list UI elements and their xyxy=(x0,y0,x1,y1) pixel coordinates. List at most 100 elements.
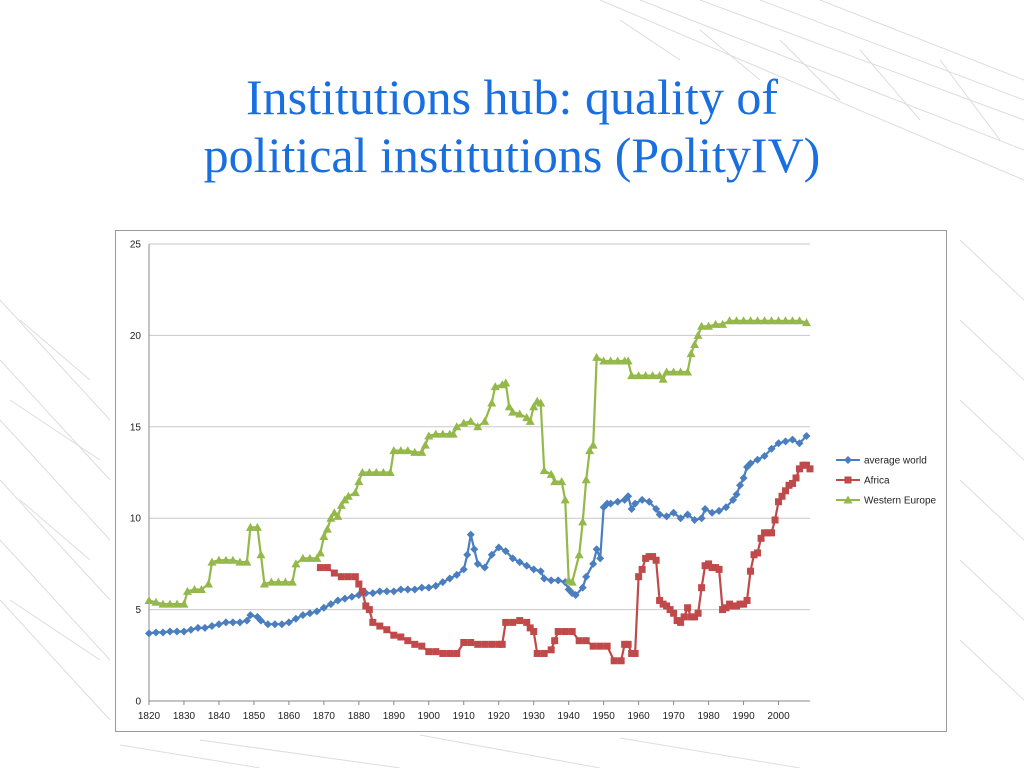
data-point-average-world xyxy=(214,620,223,629)
data-point-africa xyxy=(778,492,786,500)
data-point-average-world xyxy=(431,581,440,590)
data-point-western-europe xyxy=(613,356,623,365)
data-point-africa xyxy=(523,618,531,626)
data-point-average-world xyxy=(631,499,640,508)
data-point-western-europe xyxy=(242,557,252,566)
data-point-africa xyxy=(554,628,562,636)
data-point-africa xyxy=(474,640,482,648)
data-point-africa xyxy=(561,628,569,636)
data-point-average-world xyxy=(277,620,286,629)
data-point-western-europe xyxy=(795,316,805,325)
data-point-average-world xyxy=(221,618,230,627)
data-point-average-world xyxy=(445,574,454,583)
data-point-average-world xyxy=(228,618,237,627)
data-point-africa xyxy=(453,649,461,657)
data-point-average-world xyxy=(606,499,615,508)
data-point-africa xyxy=(691,613,699,621)
data-point-average-world xyxy=(256,616,265,625)
data-point-western-europe xyxy=(273,577,283,586)
data-point-average-world xyxy=(701,505,710,514)
data-point-western-europe xyxy=(581,475,591,484)
data-point-africa xyxy=(460,639,468,647)
data-point-average-world xyxy=(536,567,545,576)
data-point-western-europe xyxy=(182,586,192,595)
data-point-africa xyxy=(582,637,590,645)
x-tick-label: 1930 xyxy=(523,711,546,722)
data-point-average-world xyxy=(802,431,811,440)
chart-panel: 0 5 10 15 20 25 1820 1830 1840 1850 1860 1870 1880 18… xyxy=(115,230,947,732)
x-tick-label: 1890 xyxy=(383,711,406,722)
data-point-africa xyxy=(705,560,713,568)
data-point-africa xyxy=(792,474,800,482)
slide-title: Institutions hub: quality of political i… xyxy=(0,68,1024,184)
data-point-average-world xyxy=(410,585,419,594)
data-point-western-europe xyxy=(697,321,707,330)
data-point-western-europe xyxy=(592,352,602,361)
data-point-africa xyxy=(806,465,814,473)
data-point-average-world xyxy=(480,563,489,572)
data-point-africa xyxy=(404,637,412,645)
data-point-western-europe xyxy=(203,579,213,588)
data-point-africa xyxy=(498,640,506,648)
data-point-western-europe xyxy=(287,577,297,586)
data-point-western-europe xyxy=(627,371,637,380)
x-tick-label: 1920 xyxy=(488,711,511,722)
data-point-western-europe xyxy=(466,416,476,425)
data-point-western-europe xyxy=(473,422,483,431)
x-tick-label: 1950 xyxy=(593,711,616,722)
data-point-africa xyxy=(757,534,765,542)
data-point-africa xyxy=(530,628,538,636)
data-point-average-world xyxy=(708,508,717,517)
data-point-average-world xyxy=(438,578,447,587)
data-point-western-europe xyxy=(214,555,224,564)
data-point-western-europe xyxy=(560,495,570,504)
data-point-average-world xyxy=(312,607,321,616)
data-point-western-europe xyxy=(389,446,399,455)
data-point-western-europe xyxy=(144,595,154,604)
data-point-average-world xyxy=(417,583,426,592)
data-point-western-europe xyxy=(158,599,168,608)
data-point-africa xyxy=(397,633,405,641)
data-point-africa xyxy=(663,602,671,610)
data-point-average-world xyxy=(729,495,738,504)
data-point-average-world xyxy=(589,559,598,568)
data-point-western-europe xyxy=(690,340,700,349)
data-point-africa xyxy=(782,487,790,495)
data-point-africa xyxy=(365,606,373,614)
data-point-average-world xyxy=(452,570,461,579)
x-tick-label: 2000 xyxy=(767,711,790,722)
data-point-africa xyxy=(638,565,646,573)
data-point-average-world xyxy=(235,618,244,627)
data-point-africa xyxy=(603,642,611,650)
data-point-average-world xyxy=(165,627,174,636)
data-point-western-europe xyxy=(417,447,427,456)
data-point-africa xyxy=(684,604,692,612)
data-point-africa xyxy=(803,461,811,469)
data-point-africa xyxy=(747,567,755,575)
data-point-africa xyxy=(533,649,541,657)
data-point-africa xyxy=(694,609,702,617)
data-point-average-world xyxy=(368,589,377,598)
data-point-western-europe xyxy=(165,599,175,608)
data-point-western-europe xyxy=(515,409,525,418)
data-point-average-world xyxy=(459,565,468,574)
data-point-average-world xyxy=(298,611,307,620)
data-point-average-world xyxy=(529,565,538,574)
data-point-africa xyxy=(432,648,440,656)
title-line-1: Institutions hub: quality of xyxy=(246,69,778,125)
data-point-western-europe xyxy=(256,550,266,559)
data-point-average-world xyxy=(568,589,577,598)
data-point-africa xyxy=(677,618,685,626)
data-point-average-world xyxy=(151,628,160,637)
data-point-western-europe xyxy=(732,316,742,325)
data-point-africa xyxy=(740,600,748,608)
data-point-western-europe xyxy=(641,371,651,380)
data-point-average-world xyxy=(270,620,279,629)
data-point-average-world xyxy=(662,512,671,521)
data-point-western-europe xyxy=(578,517,588,526)
data-point-western-europe xyxy=(718,319,728,328)
data-point-average-world xyxy=(697,514,706,523)
data-point-average-world xyxy=(547,576,556,585)
data-point-western-europe xyxy=(669,367,679,376)
data-point-western-europe xyxy=(767,316,777,325)
